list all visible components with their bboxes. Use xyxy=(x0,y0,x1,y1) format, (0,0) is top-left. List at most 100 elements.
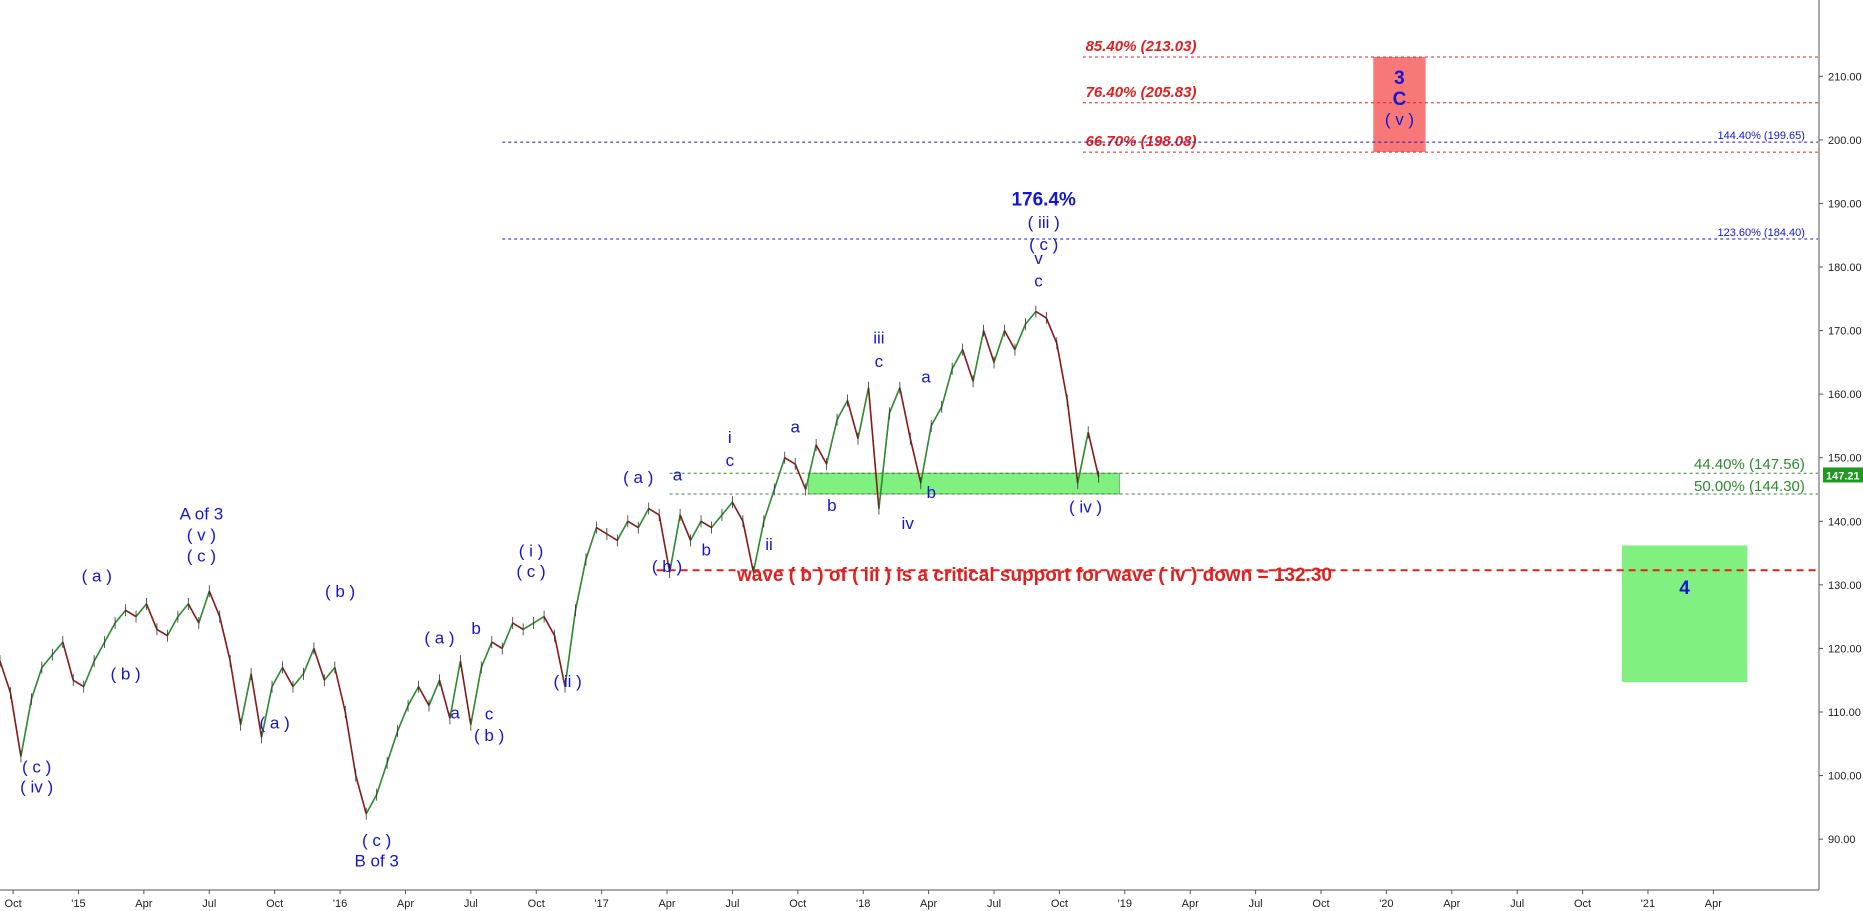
price-segment xyxy=(1087,432,1100,477)
price-segment xyxy=(470,667,483,725)
wave-label: c xyxy=(875,352,884,371)
wave-label: a xyxy=(790,417,800,436)
price-segment xyxy=(564,610,577,687)
price-segment xyxy=(480,641,493,668)
x-tick-label: Jul xyxy=(1510,898,1524,910)
wave-label: ( v ) xyxy=(1385,110,1414,129)
price-segment xyxy=(794,463,807,490)
price-segment xyxy=(752,521,765,573)
y-tick-label: 130.00 xyxy=(1828,580,1862,592)
wave-label: iii xyxy=(873,328,884,347)
price-segment xyxy=(114,609,127,624)
wave-label: ( c ) xyxy=(516,562,545,581)
price-segment xyxy=(501,622,514,649)
price-segment xyxy=(1045,317,1058,344)
wave-label: a xyxy=(921,368,931,387)
price-segment xyxy=(250,673,263,738)
wave-label: ( a ) xyxy=(260,714,290,733)
support-annotation: wave ( b ) of ( iii ) is a critical supp… xyxy=(736,565,1332,586)
wave-label: A of 3 xyxy=(180,504,223,523)
price-segment xyxy=(742,521,755,573)
price-segment xyxy=(449,660,462,719)
x-tick-label: Apr xyxy=(658,898,675,910)
wave-label: c xyxy=(726,451,735,470)
fib-lines-layer: 85.40% (213.03) 76.40% (205.83) 66.70% (19… xyxy=(502,38,1818,572)
price-segment xyxy=(658,514,671,573)
price-segment xyxy=(438,679,451,719)
fib-label-red-1: 76.40% (205.83) xyxy=(1086,84,1197,101)
wave-label: ( c ) xyxy=(22,757,51,776)
x-tick-label: '19 xyxy=(1118,898,1132,910)
wave-label: v xyxy=(1034,249,1043,268)
wave-4-zone xyxy=(1621,545,1748,683)
wave-label: ( c ) xyxy=(187,546,216,565)
price-segment xyxy=(239,673,252,725)
fib-label-green-6: 50.00% (144.30) xyxy=(1694,478,1805,495)
price-segment xyxy=(292,673,305,688)
x-tick-label: Oct xyxy=(1312,898,1329,910)
price-segment xyxy=(804,444,817,490)
y-tick-label: 110.00 xyxy=(1828,707,1861,719)
price-segment xyxy=(459,660,472,725)
wave-label: ( a ) xyxy=(82,567,112,586)
price-layer xyxy=(0,305,1100,820)
price-segment xyxy=(763,489,776,522)
current-price-marker[interactable]: 147.21 xyxy=(1823,467,1863,483)
price-segment xyxy=(386,730,399,764)
wave-label: ( iii ) xyxy=(1028,213,1060,232)
price-segment xyxy=(407,686,420,706)
price-segment xyxy=(1024,310,1037,325)
wave-label: ii xyxy=(765,535,773,554)
x-tick-label: Apr xyxy=(397,898,414,910)
wave-label: ( a ) xyxy=(623,468,653,487)
price-segment xyxy=(145,603,158,630)
y-tick-label: 180.00 xyxy=(1828,262,1862,274)
x-axis: Oct '15 Apr Jul Oct '16 Apr Jul Oct '17 Apr Jul Oct '… xyxy=(0,889,1819,910)
y-tick-label: 190.00 xyxy=(1828,198,1862,210)
price-segment xyxy=(1056,343,1069,401)
wave-label: ( a ) xyxy=(424,628,454,647)
price-segment xyxy=(417,686,430,706)
price-segment xyxy=(920,425,932,484)
price-segment xyxy=(323,666,336,681)
price-segment xyxy=(103,622,116,643)
price-segment xyxy=(30,667,43,700)
x-tick-label: Oct xyxy=(266,898,283,910)
price-segment xyxy=(260,686,273,738)
wave-label: c xyxy=(485,705,494,724)
price-segment xyxy=(1066,400,1079,484)
price-segment xyxy=(689,520,702,541)
price-segment xyxy=(595,526,608,535)
wave-label: 176.4% xyxy=(1011,189,1076,210)
price-segment xyxy=(82,660,95,687)
price-series-line xyxy=(0,310,1100,816)
price-segment xyxy=(522,622,535,631)
y-tick-label: 160.00 xyxy=(1828,389,1862,401)
x-tick-label: Apr xyxy=(1182,898,1199,910)
green-target-zone xyxy=(807,472,1121,495)
wave-label: C xyxy=(1393,89,1407,110)
price-segment xyxy=(0,660,12,694)
wave-label: ( b ) xyxy=(110,665,140,684)
x-tick-label: Apr xyxy=(135,898,152,910)
price-segment xyxy=(543,616,556,637)
wave-label: ( b ) xyxy=(325,582,355,601)
fib-label-red-0: 85.40% (213.03) xyxy=(1086,38,1197,55)
price-segment xyxy=(396,705,409,732)
price-segment xyxy=(1076,432,1089,484)
y-tick-label: 210.00 xyxy=(1828,71,1862,83)
price-segment xyxy=(616,520,629,541)
price-segment xyxy=(313,648,326,681)
y-tick-label: 140.00 xyxy=(1828,516,1862,528)
price-segment xyxy=(648,507,660,516)
x-tick-label: '17 xyxy=(594,898,608,910)
price-segment xyxy=(72,679,85,688)
x-tick-label: Oct xyxy=(528,898,545,910)
wave-label: b xyxy=(702,541,711,560)
price-segment xyxy=(899,387,912,439)
price-segment xyxy=(982,330,995,363)
wave-label: b xyxy=(827,496,836,515)
price-segment xyxy=(700,520,712,529)
price-segment xyxy=(721,501,734,516)
x-tick-label: '16 xyxy=(333,898,347,910)
